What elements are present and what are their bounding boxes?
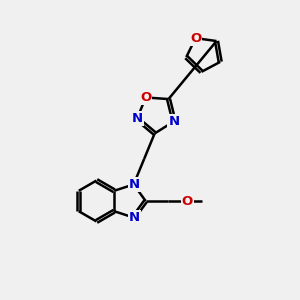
Text: N: N: [129, 211, 140, 224]
Text: N: N: [169, 115, 180, 128]
Text: O: O: [182, 194, 193, 208]
Text: O: O: [140, 91, 151, 104]
Text: N: N: [131, 112, 142, 125]
Text: O: O: [190, 32, 201, 45]
Text: N: N: [129, 178, 140, 191]
